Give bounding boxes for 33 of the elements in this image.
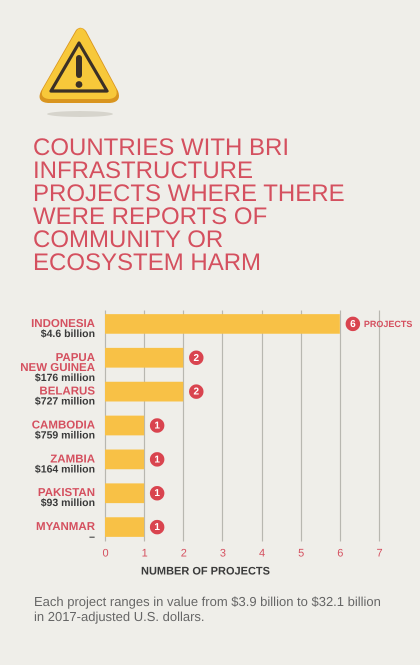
x-tick-label: 7: [376, 548, 383, 560]
data-label: 1: [154, 454, 160, 466]
data-label: 1: [154, 420, 160, 432]
annotation: PROJECTS: [364, 318, 412, 329]
bar: [105, 517, 144, 537]
bar: [105, 483, 144, 504]
x-tick-label: 3: [220, 548, 226, 560]
x-tick-label: 6: [337, 548, 344, 560]
bar: [105, 450, 144, 470]
bar: [105, 314, 340, 334]
data-label: 2: [194, 352, 200, 364]
data-label: 6: [350, 318, 356, 330]
y-tick-label: INDONESIA $4.6 billion: [31, 318, 95, 340]
y-tick-label: ZAMBIA $164 million: [34, 453, 95, 476]
y-tick-label: PAKISTAN $93 million: [38, 487, 95, 510]
data-label: 1: [154, 522, 160, 534]
text: Each project ranges in value from $3.9 billion to $32.1 billion in 2017-adjusted U.S. dollars.: [34, 594, 382, 624]
x-tick-label: 5: [298, 548, 304, 560]
y-tick-label: BELARUS $727 million: [34, 386, 96, 408]
x-tick-label: 2: [180, 548, 187, 560]
chart-title: COUNTRIES WITH BRI INFRASTRUCTURE PROJECTS WHERE THERE WERE REPORTS OF COMMUNITY OR ECOSYSTEM HARM: [33, 134, 346, 276]
x-axis-title: NUMBER OF PROJECTS: [141, 566, 270, 578]
y-tick-label: PAPUA NEW GUINEA $176 million: [20, 352, 95, 384]
x-tick-label: 0: [102, 548, 109, 560]
y-tick-label: CAMBODIA $759 million: [32, 420, 95, 442]
bar: [105, 382, 184, 402]
bar: [105, 416, 144, 436]
x-tick-label: 1: [142, 548, 148, 560]
bar: [105, 348, 184, 368]
data-label: 2: [194, 386, 200, 398]
data-label: 1: [154, 488, 160, 500]
x-tick-label: 4: [259, 548, 266, 560]
y-tick-label: MYANMAR –: [36, 521, 96, 544]
